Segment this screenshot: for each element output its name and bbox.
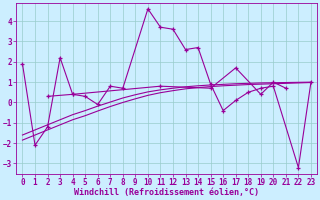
X-axis label: Windchill (Refroidissement éolien,°C): Windchill (Refroidissement éolien,°C) — [74, 188, 259, 197]
